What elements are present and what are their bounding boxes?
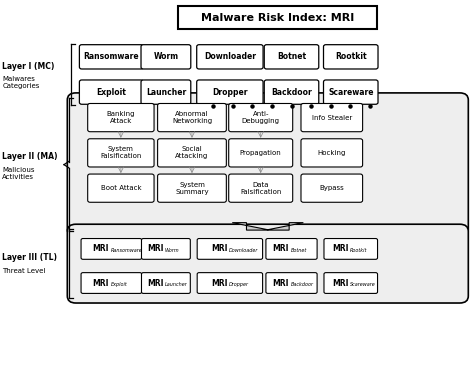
Text: Ransomware: Ransomware [110, 249, 142, 253]
FancyBboxPatch shape [264, 80, 319, 104]
FancyBboxPatch shape [80, 45, 144, 69]
Text: Downloader: Downloader [204, 53, 256, 61]
Text: Backdoor: Backdoor [271, 88, 312, 96]
Text: MRI: MRI [332, 245, 348, 253]
FancyBboxPatch shape [157, 103, 227, 132]
FancyBboxPatch shape [80, 80, 144, 104]
Text: Anti-
Debugging: Anti- Debugging [242, 111, 280, 124]
FancyBboxPatch shape [264, 45, 319, 69]
Text: Ransomware: Ransomware [83, 53, 139, 61]
Text: Exploit: Exploit [110, 283, 127, 287]
Text: Launcher: Launcher [146, 88, 186, 96]
FancyBboxPatch shape [229, 103, 293, 132]
Text: Worm: Worm [153, 53, 179, 61]
FancyBboxPatch shape [178, 6, 377, 29]
Text: Launcher: Launcher [165, 283, 188, 287]
Text: MRI: MRI [273, 279, 289, 287]
Text: Malwares
Categories: Malwares Categories [2, 76, 40, 89]
Text: Social
Attacking: Social Attacking [175, 146, 209, 160]
FancyBboxPatch shape [229, 139, 293, 167]
Text: Botnet: Botnet [277, 53, 306, 61]
Text: Exploit: Exploit [96, 88, 127, 96]
FancyBboxPatch shape [197, 45, 263, 69]
Text: MRI: MRI [273, 245, 289, 253]
Text: Malware Risk Index: MRI: Malware Risk Index: MRI [201, 13, 354, 23]
Text: Rootkit: Rootkit [350, 249, 367, 253]
FancyBboxPatch shape [324, 273, 378, 293]
FancyBboxPatch shape [157, 139, 227, 167]
Text: Data
Falsification: Data Falsification [240, 181, 282, 195]
FancyBboxPatch shape [197, 273, 263, 293]
FancyBboxPatch shape [301, 139, 363, 167]
Text: Layer III (TL): Layer III (TL) [2, 253, 57, 262]
Text: Hocking: Hocking [318, 150, 346, 156]
Text: Layer II (MA): Layer II (MA) [2, 152, 58, 161]
Text: Downloader: Downloader [229, 249, 258, 253]
FancyBboxPatch shape [81, 273, 142, 293]
Text: Layer I (MC): Layer I (MC) [2, 62, 55, 71]
Text: Propagation: Propagation [240, 150, 282, 156]
FancyBboxPatch shape [197, 80, 263, 104]
Text: Abnormal
Networking: Abnormal Networking [172, 111, 212, 124]
Text: System
Summary: System Summary [175, 181, 209, 195]
FancyBboxPatch shape [324, 238, 378, 260]
Text: MRI: MRI [92, 279, 109, 287]
FancyBboxPatch shape [141, 80, 191, 104]
FancyBboxPatch shape [301, 174, 363, 202]
Text: Info Stealer: Info Stealer [312, 114, 352, 121]
FancyBboxPatch shape [67, 224, 468, 303]
Text: Bypass: Bypass [319, 185, 344, 191]
Text: Scareware: Scareware [328, 88, 374, 96]
FancyBboxPatch shape [141, 238, 190, 260]
Text: MRI: MRI [92, 245, 109, 253]
Text: MRI: MRI [147, 279, 164, 287]
FancyBboxPatch shape [141, 45, 191, 69]
Text: Backdoor: Backdoor [291, 283, 314, 287]
FancyBboxPatch shape [88, 139, 154, 167]
Text: Dropper: Dropper [229, 283, 249, 287]
FancyBboxPatch shape [81, 238, 142, 260]
FancyBboxPatch shape [88, 103, 154, 132]
FancyBboxPatch shape [301, 103, 363, 132]
Text: MRI: MRI [332, 279, 348, 287]
Text: MRI: MRI [147, 245, 164, 253]
Text: System
Falsification: System Falsification [100, 146, 142, 160]
FancyBboxPatch shape [266, 238, 317, 260]
FancyBboxPatch shape [197, 238, 263, 260]
Text: Worm: Worm [165, 249, 180, 253]
FancyBboxPatch shape [324, 80, 378, 104]
FancyBboxPatch shape [157, 174, 227, 202]
Text: MRI: MRI [211, 245, 228, 253]
Text: Boot Attack: Boot Attack [100, 185, 141, 191]
Text: Botnet: Botnet [291, 249, 307, 253]
Text: Banking
Attack: Banking Attack [107, 111, 135, 124]
FancyBboxPatch shape [88, 174, 154, 202]
FancyBboxPatch shape [67, 93, 468, 236]
Text: Threat Level: Threat Level [2, 268, 46, 274]
Text: MRI: MRI [211, 279, 228, 287]
FancyBboxPatch shape [324, 45, 378, 69]
FancyBboxPatch shape [229, 174, 293, 202]
Text: Malicious
Activities: Malicious Activities [2, 167, 35, 180]
Polygon shape [232, 223, 303, 230]
Text: Scareware: Scareware [350, 283, 375, 287]
FancyBboxPatch shape [266, 273, 317, 293]
Text: Rootkit: Rootkit [335, 53, 366, 61]
Text: Dropper: Dropper [212, 88, 247, 96]
FancyBboxPatch shape [141, 273, 190, 293]
